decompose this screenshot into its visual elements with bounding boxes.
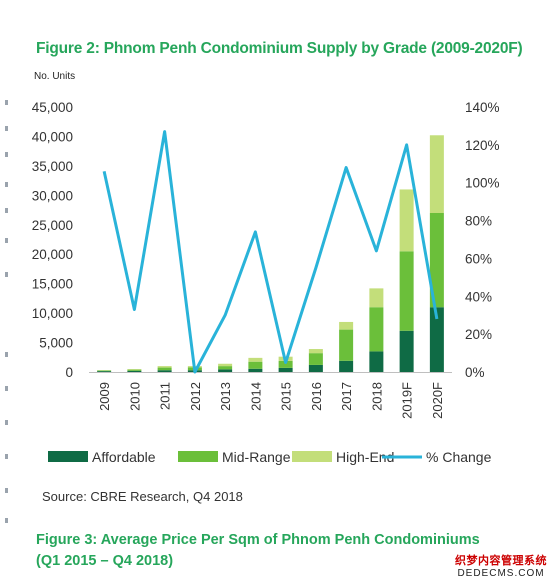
- y-tick-label-left: 30,000: [32, 188, 73, 203]
- x-tick-label: 2010: [127, 382, 142, 411]
- bar-high-end: [429, 135, 444, 213]
- x-tick-label: 2012: [188, 382, 203, 411]
- y-tick-label-right: 0%: [465, 365, 485, 380]
- y-tick-label-right: 100%: [465, 176, 500, 191]
- bar-affordable: [308, 364, 323, 372]
- bar-mid-range: [369, 307, 384, 352]
- y-axis-label: No. Units: [34, 71, 76, 82]
- bar-affordable: [157, 370, 172, 372]
- y-tick-label-left: 25,000: [32, 218, 73, 233]
- bar-affordable: [278, 367, 293, 372]
- watermark-line2: DEDECMS.COM: [457, 568, 545, 579]
- watermark-logo: 织梦内容管理系统 DEDECMS.COM: [452, 551, 550, 580]
- bar-mid-range: [278, 360, 293, 368]
- bar-mid-range: [429, 213, 444, 308]
- bar-high-end: [218, 363, 233, 367]
- pct-change-line: [102, 130, 439, 374]
- y-tick-label-left: 45,000: [32, 100, 73, 115]
- bar-affordable: [218, 369, 233, 372]
- figure-title: Figure 2: Phnom Penh Condominium Supply …: [36, 40, 523, 57]
- y-tick-label-left: 15,000: [32, 277, 73, 292]
- bar-mid-range: [218, 366, 233, 370]
- bar-affordable: [339, 360, 354, 372]
- left-margin-marks: [0, 90, 16, 540]
- bar-mid-range: [97, 370, 112, 372]
- bar-affordable: [97, 371, 112, 372]
- x-tick-label: 2018: [369, 382, 384, 411]
- legend-label: Mid-Range: [222, 449, 291, 465]
- y-tick-label-left: 20,000: [32, 247, 73, 262]
- bar-affordable: [248, 368, 263, 372]
- bar-affordable: [127, 370, 142, 372]
- bar-mid-range: [248, 361, 263, 369]
- legend-swatch: [292, 451, 332, 462]
- bar-high-end: [339, 321, 354, 330]
- y-tick-label-right: 80%: [465, 214, 492, 229]
- y-tick-label-right: 60%: [465, 251, 492, 266]
- bar-mid-range: [339, 329, 354, 361]
- bar-high-end: [399, 189, 414, 252]
- x-tick-label: 2020F: [430, 382, 445, 419]
- x-tick-label: 2016: [309, 382, 324, 411]
- legend-label: % Change: [426, 449, 492, 465]
- bar-affordable: [429, 307, 444, 372]
- y-tick-label-left: 40,000: [32, 129, 73, 144]
- bar-high-end: [308, 349, 323, 354]
- x-tick-label: 2019F: [400, 382, 415, 419]
- legend-swatch: [178, 451, 218, 462]
- supply-chart: 0 5,000 10,000 15,000 20,000 25,000 30,000 35,0…: [32, 100, 500, 465]
- y-tick-label-left: 5,000: [39, 336, 73, 351]
- x-tick-label: 2011: [158, 382, 173, 410]
- x-tick-label: 2014: [248, 382, 263, 411]
- y-tick-label-left: 10,000: [32, 306, 73, 321]
- bar-affordable: [399, 330, 414, 372]
- legend-label: Affordable: [92, 449, 156, 465]
- legend-swatch: [48, 451, 88, 462]
- y-tick-label-left: 0: [65, 365, 73, 380]
- y-tick-label-left: 35,000: [32, 159, 73, 174]
- y-tick-label-right: 20%: [465, 327, 492, 342]
- x-tick-label: 2017: [339, 382, 354, 411]
- bar-high-end: [369, 288, 384, 308]
- x-tick-label: 2009: [97, 382, 112, 411]
- bar-affordable: [369, 351, 384, 372]
- bar-mid-range: [157, 367, 172, 371]
- source-note: Source: CBRE Research, Q4 2018: [42, 489, 243, 504]
- bar-high-end: [127, 369, 142, 370]
- x-tick-label: 2013: [218, 382, 233, 411]
- watermark-line1: 织梦内容管理系统: [455, 555, 547, 567]
- bar-high-end: [157, 366, 172, 368]
- x-tick-label: 2015: [279, 382, 294, 411]
- y-tick-label-right: 140%: [465, 100, 500, 115]
- y-tick-label-right: 120%: [465, 138, 500, 153]
- next-figure-title: Figure 3: Average Price Per Sqm of Phnom…: [36, 532, 480, 569]
- bar-mid-range: [127, 369, 142, 371]
- y-tick-label-right: 40%: [465, 289, 492, 304]
- legend-line-swatch: [382, 455, 422, 459]
- legend-label: High-End: [336, 449, 394, 465]
- bar-mid-range: [308, 353, 323, 365]
- bar-mid-range: [399, 251, 414, 331]
- bar-high-end: [248, 357, 263, 362]
